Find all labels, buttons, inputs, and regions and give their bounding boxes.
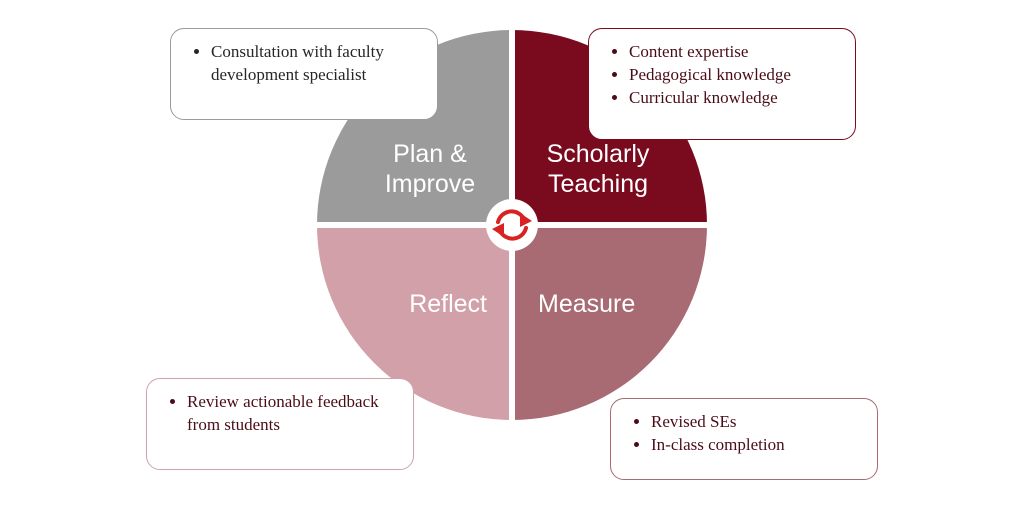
callout-top-right-item: Content expertise	[629, 41, 837, 64]
callout-bottom-right-item: In-class completion	[651, 434, 859, 457]
callout-top-right-item: Curricular knowledge	[629, 87, 837, 110]
label-top-left-2: Improve	[385, 170, 475, 198]
callout-top-right: Content expertisePedagogical knowledgeCu…	[588, 28, 856, 140]
label-bottom-right-1: Measure	[538, 290, 635, 318]
callout-bottom-right-list: Revised SEsIn-class completion	[629, 411, 859, 457]
callout-top-right-item: Pedagogical knowledge	[629, 64, 837, 87]
callout-bottom-right: Revised SEsIn-class completion	[610, 398, 878, 480]
callout-top-left-item: Consultation with faculty development sp…	[211, 41, 419, 87]
quadrant-bottom-right	[512, 225, 707, 420]
label-top-left-1: Plan &	[393, 140, 467, 168]
cycle-bg	[486, 199, 538, 251]
diagram-stage: Plan & Improve Scholarly Teaching Reflec…	[0, 0, 1024, 512]
callout-bottom-left-item: Review actionable feedback from students	[187, 391, 395, 437]
callout-top-right-list: Content expertisePedagogical knowledgeCu…	[607, 41, 837, 110]
label-top-right-2: Teaching	[548, 170, 648, 198]
callout-top-left: Consultation with faculty development sp…	[170, 28, 438, 120]
label-top-right-1: Scholarly	[547, 140, 650, 168]
callout-bottom-left: Review actionable feedback from students	[146, 378, 414, 470]
callout-bottom-right-item: Revised SEs	[651, 411, 859, 434]
callout-bottom-left-list: Review actionable feedback from students	[165, 391, 395, 437]
label-bottom-left-1: Reflect	[409, 290, 487, 318]
callout-top-left-list: Consultation with faculty development sp…	[189, 41, 419, 87]
